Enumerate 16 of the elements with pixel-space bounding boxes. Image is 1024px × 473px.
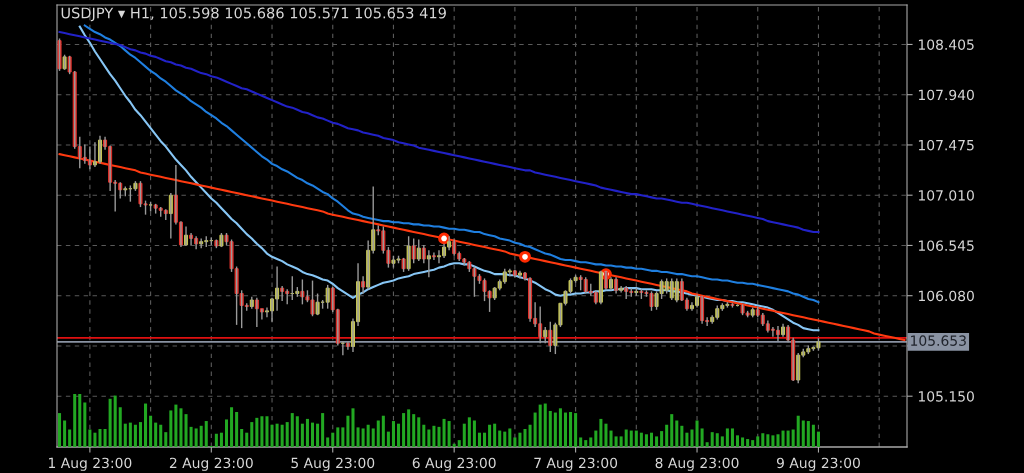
x-tick-label: 1 Aug 23:00 xyxy=(49,457,132,471)
x-tick-label: 5 Aug 23:00 xyxy=(291,457,375,471)
y-tick-label: 106.545 xyxy=(918,240,974,251)
ref-line-label: 105.653 xyxy=(911,335,966,346)
chart-title: USDJPY ▾ H1, 105.598 105.686 105.571 105.653 419 xyxy=(61,7,446,22)
x-tick-label: 7 Aug 23:00 xyxy=(534,457,618,471)
x-tick-label: 6 Aug 23:00 xyxy=(412,457,496,471)
y-tick-label: 108.405 xyxy=(918,39,974,50)
y-tick-label: 105.150 xyxy=(918,391,974,402)
y-tick-label: 107.010 xyxy=(918,190,974,201)
y-tick-label: 106.080 xyxy=(918,290,974,302)
y-tick-label: 107.940 xyxy=(918,89,974,101)
y-tick-label: 107.475 xyxy=(918,139,974,151)
x-tick-label: 2 Aug 23:00 xyxy=(169,457,253,471)
x-tick-label: 9 Aug 23:00 xyxy=(776,457,860,471)
x-tick-label: 8 Aug 23:00 xyxy=(655,457,739,471)
